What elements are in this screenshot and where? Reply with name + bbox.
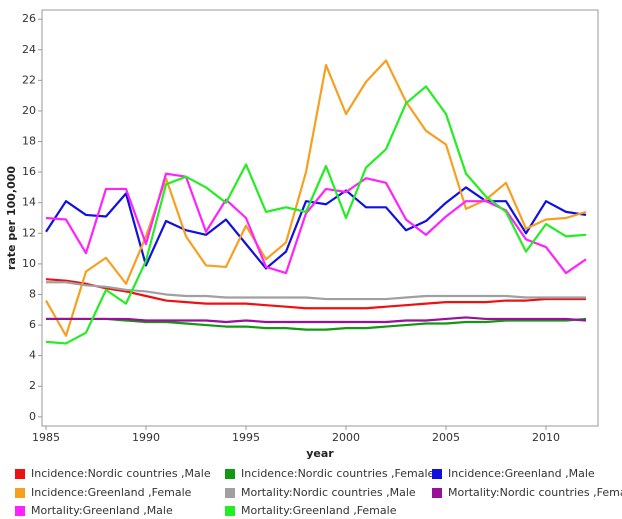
- x-tick-label: 1985: [32, 431, 60, 444]
- x-tick-label: 1990: [132, 431, 160, 444]
- x-tick-label: 2010: [532, 431, 560, 444]
- y-tick-label: 14: [22, 196, 36, 209]
- legend-label: Mortality:Greenland ,Male: [31, 504, 173, 517]
- legend-swatch: [15, 506, 25, 516]
- legend-label: Incidence:Greenland ,Female: [31, 486, 192, 499]
- y-tick-label: 12: [22, 226, 36, 239]
- x-tick-label: 2000: [332, 431, 360, 444]
- y-tick-label: 8: [29, 287, 36, 300]
- plot-area: [41, 9, 599, 427]
- legend-swatch: [15, 469, 25, 479]
- legend-label: Incidence:Nordic countries ,Female: [241, 467, 435, 480]
- y-tick-label: 2: [29, 379, 36, 392]
- legend-label: Mortality:Nordic countries ,Male: [241, 486, 416, 499]
- legend-label: Mortality:Nordic countries ,Female: [448, 486, 622, 499]
- x-tick-label: 2005: [432, 431, 460, 444]
- y-tick-label: 18: [22, 135, 36, 148]
- series-line: [46, 317, 587, 331]
- y-axis-label: rate per 100,000: [5, 166, 18, 270]
- series-line: [46, 281, 586, 301]
- series-line: [45, 85, 587, 345]
- y-tick-label: 6: [29, 318, 36, 331]
- legend-swatch: [225, 469, 235, 479]
- series-line: [45, 59, 587, 337]
- legend-label: Incidence:Nordic countries ,Male: [31, 467, 211, 480]
- series-line: [45, 172, 587, 275]
- x-axis-label: year: [306, 447, 334, 460]
- legend-label: Mortality:Greenland ,Female: [241, 504, 397, 517]
- y-tick-label: 26: [22, 12, 36, 25]
- legend-swatch: [225, 488, 235, 498]
- y-tick-label: 22: [22, 73, 36, 86]
- series-line: [45, 278, 586, 310]
- y-tick-label: 10: [22, 257, 36, 270]
- legend-swatch: [225, 506, 235, 516]
- legend-swatch: [432, 469, 442, 479]
- legend-swatch: [432, 488, 442, 498]
- y-tick-label: 4: [29, 349, 36, 362]
- x-tick-label: 1995: [232, 431, 260, 444]
- y-tick-label: 24: [22, 43, 36, 56]
- legend-label: Incidence:Greenland ,Male: [448, 467, 595, 480]
- y-tick-label: 16: [22, 165, 36, 178]
- y-tick-label: 20: [22, 104, 36, 117]
- series-line: [46, 316, 587, 324]
- y-tick-label: 0: [29, 410, 36, 423]
- legend-swatch: [15, 488, 25, 498]
